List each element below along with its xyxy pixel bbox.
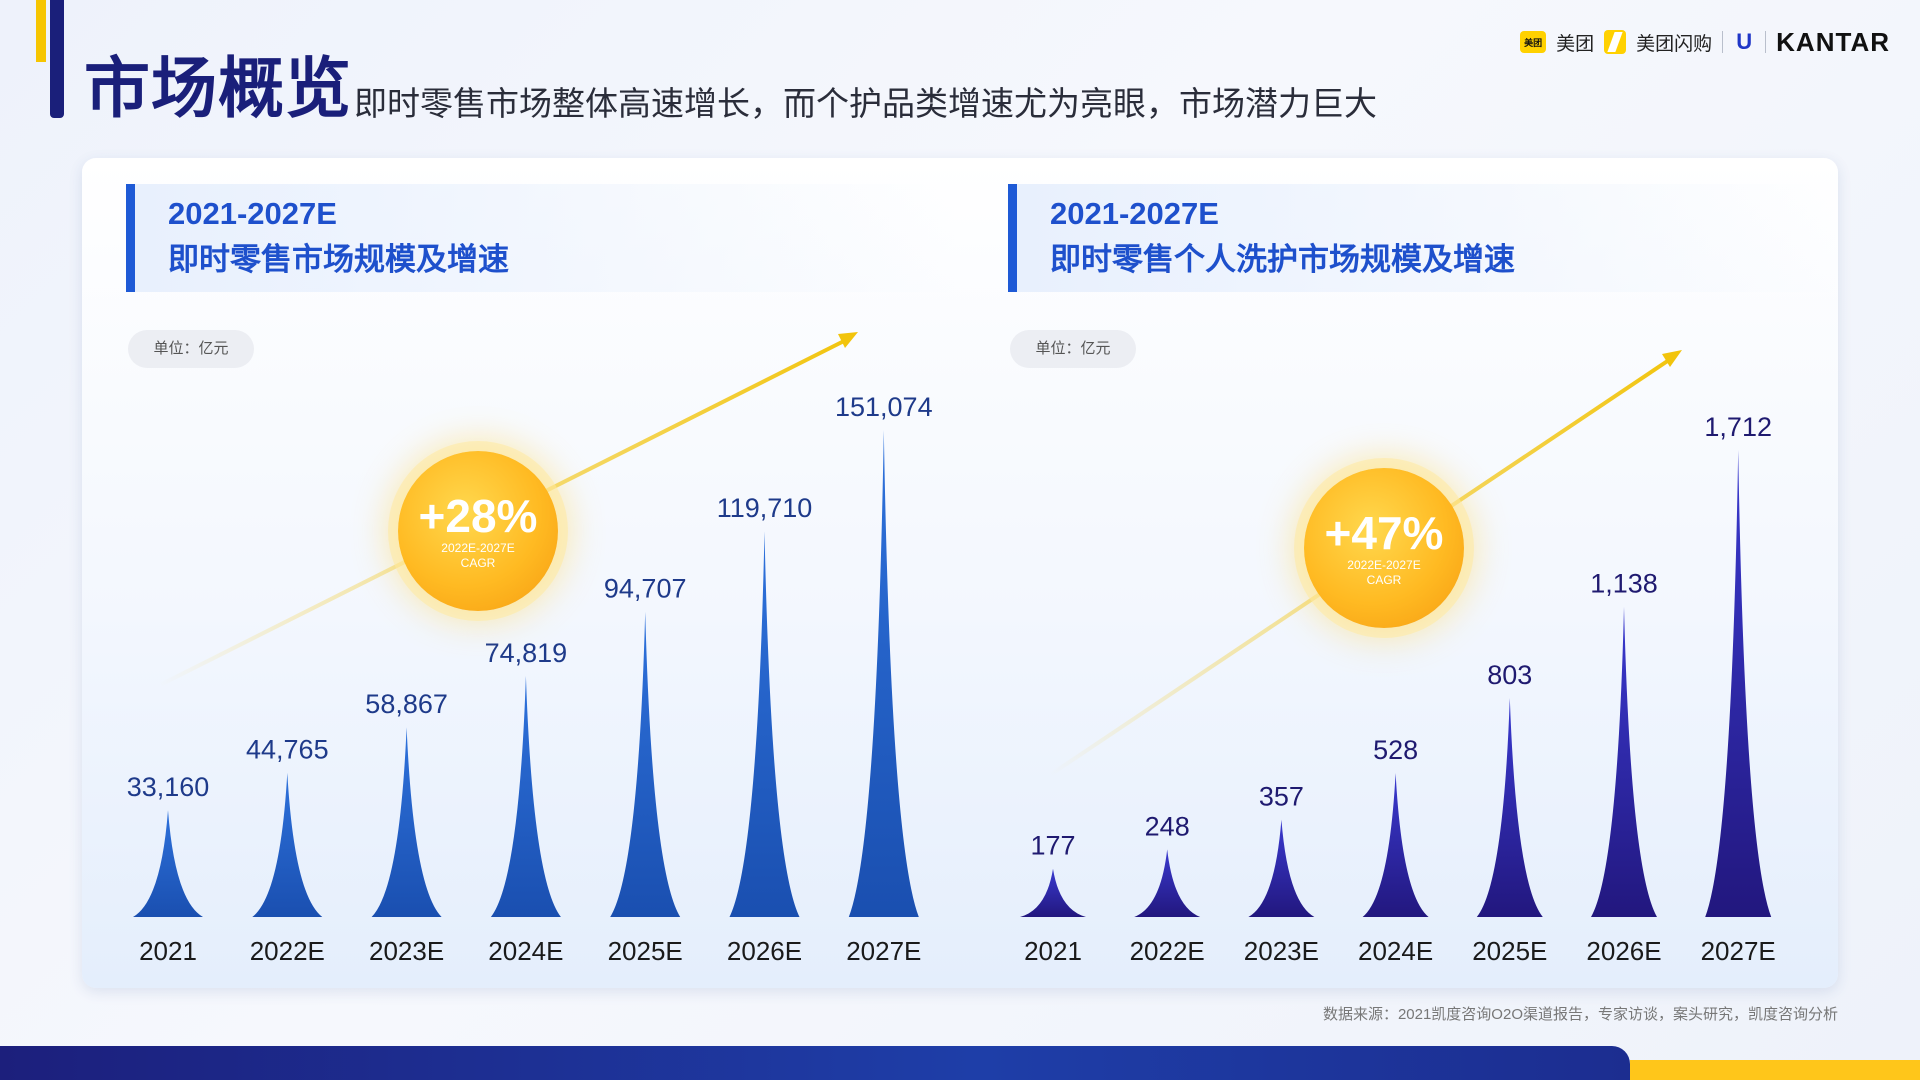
left-cagr-label: CAGR <box>460 556 496 570</box>
right-chart-title: 2021-2027E <box>1050 196 1219 231</box>
footer-accent <box>1630 1060 1920 1080</box>
logo-divider <box>1722 31 1724 53</box>
logo-divider <box>1765 31 1767 53</box>
right-unit-label: 单位：亿元 <box>1010 330 1136 368</box>
right-value-label: 177 <box>1030 831 1075 861</box>
kantar-logo: KANTAR <box>1776 26 1890 57</box>
corner-accent-yellow <box>36 0 46 62</box>
chart-card <box>82 158 1838 988</box>
left-category-label: 2022E <box>250 936 325 966</box>
logo-strip: 美团 美团 美团闪购 U KANTAR <box>1520 26 1890 58</box>
right-chart-bars: 177 2021 248 2022E 357 2023E 528 2024E 803 2025E 1… <box>1020 412 1776 966</box>
left-category-label: 2027E <box>846 936 921 966</box>
left-value-label: 44,765 <box>246 735 329 765</box>
right-value-label: 248 <box>1145 811 1190 841</box>
right-chart-header: 2021-2027E 即时零售个人洗护市场规模及增速 <box>1008 184 1837 292</box>
left-value-label: 74,819 <box>485 638 568 668</box>
left-category-label: 2023E <box>369 936 444 966</box>
left-unit-label: 单位：亿元 <box>128 330 254 368</box>
right-bar-2026E <box>1591 606 1657 917</box>
right-cagr-label: CAGR <box>1366 573 1402 587</box>
unilever-logo-icon: U <box>1736 29 1753 54</box>
right-cagr-period: 2022E-2027E <box>1347 558 1421 572</box>
left-growth-arrowhead <box>838 332 858 348</box>
left-bar-2024E <box>490 675 561 917</box>
left-category-label: 2021 <box>139 936 197 966</box>
right-category-label: 2022E <box>1130 936 1205 966</box>
left-bar-2026E <box>729 531 800 917</box>
right-bar-2027E <box>1705 450 1772 917</box>
meituan-logo-icon: 美团 <box>1520 31 1547 53</box>
right-value-label: 803 <box>1487 660 1532 690</box>
left-chart-bars: 33,160 2021 44,765 2022E 58,867 2023E 74,819 20… <box>127 392 933 966</box>
right-bar-2023E <box>1248 819 1315 917</box>
right-bar-2025E <box>1476 697 1543 917</box>
left-value-label: 151,074 <box>835 392 933 422</box>
right-value-label: 528 <box>1373 735 1418 765</box>
shangou-logo-text: 美团闪购 <box>1636 33 1713 55</box>
shangou-logo-icon <box>1604 30 1627 54</box>
left-bar-2025E <box>610 611 681 917</box>
meituan-logo-text: 美团 <box>1556 33 1595 55</box>
corner-accent-navy <box>50 0 64 118</box>
left-category-label: 2025E <box>608 936 683 966</box>
right-category-label: 2027E <box>1701 936 1776 966</box>
right-bar-2021 <box>1020 868 1086 917</box>
left-bar-2027E <box>848 430 919 917</box>
left-chart-subtitle: 即时零售市场规模及增速 <box>168 242 509 277</box>
right-cagr-bubble: +47% 2022E-2027E CAGR <box>1304 468 1464 628</box>
left-chart-title: 2021-2027E <box>168 196 337 231</box>
left-bar-2021 <box>133 810 203 917</box>
left-cagr-period: 2022E-2027E <box>441 541 515 555</box>
right-category-label: 2026E <box>1586 936 1661 966</box>
page-subtitle: 即时零售市场整体高速增长，而个护品类增速尤为亮眼，市场潜力巨大 <box>354 85 1377 122</box>
left-category-label: 2024E <box>488 936 563 966</box>
left-value-label: 119,710 <box>717 493 813 523</box>
left-value-label: 33,160 <box>127 772 210 802</box>
right-bar-2024E <box>1362 772 1429 917</box>
left-bar-2022E <box>252 772 323 917</box>
left-category-label: 2026E <box>727 936 802 966</box>
right-category-label: 2025E <box>1472 936 1547 966</box>
right-growth-arrowhead <box>1662 350 1682 367</box>
right-value-label: 1,138 <box>1590 569 1658 599</box>
right-cagr-value: +47% <box>1324 507 1444 559</box>
right-category-label: 2024E <box>1358 936 1433 966</box>
left-value-label: 58,867 <box>365 689 448 719</box>
right-category-label: 2021 <box>1024 936 1082 966</box>
right-value-label: 1,712 <box>1704 412 1772 442</box>
source-note: 数据来源：2021凯度咨询O2O渠道报告，专家访谈，案头研究，凯度咨询分析 <box>1322 1006 1838 1023</box>
page-title: 市场概览 <box>84 51 352 125</box>
right-bar-2022E <box>1134 849 1201 917</box>
right-category-label: 2023E <box>1244 936 1319 966</box>
left-bar-2023E <box>371 727 442 917</box>
left-chart-header: 2021-2027E 即时零售市场规模及增速 <box>126 184 955 292</box>
left-value-label: 94,707 <box>604 574 687 604</box>
right-value-label: 357 <box>1259 782 1304 812</box>
footer-bar <box>0 1046 1630 1080</box>
left-cagr-value: +28% <box>418 490 538 542</box>
right-chart-subtitle: 即时零售个人洗护市场规模及增速 <box>1050 242 1515 277</box>
left-cagr-bubble: +28% 2022E-2027E CAGR <box>398 451 558 611</box>
